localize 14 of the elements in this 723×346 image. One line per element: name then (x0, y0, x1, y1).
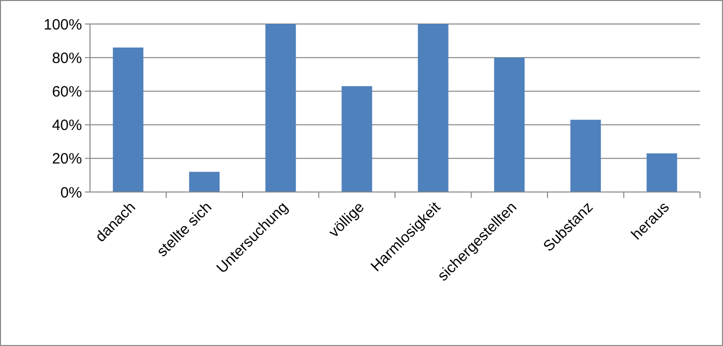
y-tick-label: 100% (44, 16, 82, 34)
bar (265, 24, 296, 192)
y-tick-label: 0% (60, 184, 82, 202)
y-tick-label: 60% (52, 83, 82, 100)
bar (189, 172, 220, 192)
y-tick-label: 40% (52, 117, 82, 134)
bar (342, 86, 372, 192)
bar (112, 48, 144, 192)
bar (646, 153, 678, 192)
bar (570, 120, 601, 192)
y-tick-label: 20% (52, 150, 82, 168)
y-tick-label: 80% (52, 50, 82, 67)
bar (494, 58, 525, 192)
bar (418, 24, 448, 192)
